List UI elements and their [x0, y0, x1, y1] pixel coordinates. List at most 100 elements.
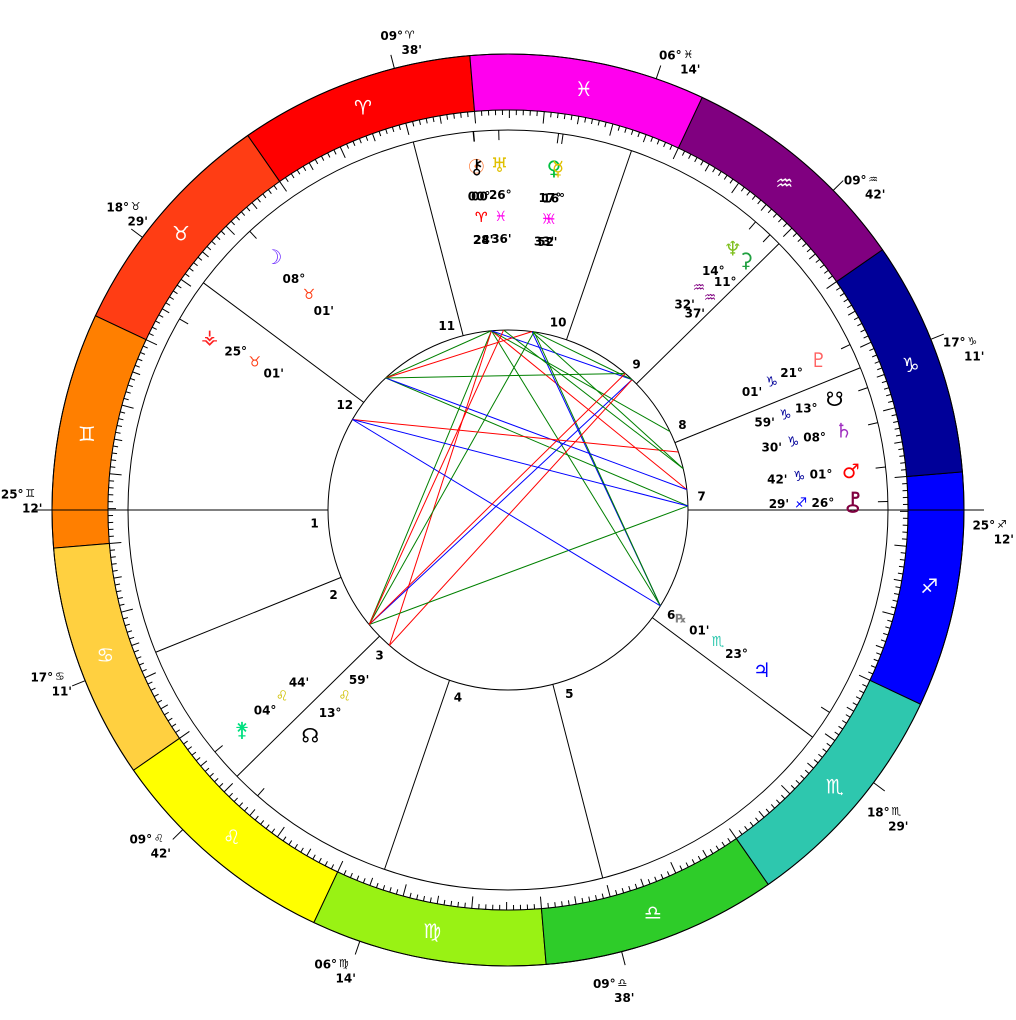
degree-tick [160, 704, 169, 710]
planet-minute-label: 32' [674, 297, 694, 311]
degree-tick [197, 256, 203, 261]
degree-tick [125, 391, 131, 394]
degree-tick [129, 636, 135, 640]
planet-degree-label: 21° [780, 366, 803, 380]
degree-tick [202, 251, 209, 258]
degree-tick [887, 619, 893, 623]
planet-minute-label: 01' [264, 367, 284, 381]
house-number-5: 5 [565, 687, 573, 701]
degree-tick [137, 358, 143, 362]
aspect-line [533, 331, 633, 381]
degree-tick [179, 731, 190, 739]
planet-sign-icon: ♓ [495, 209, 508, 225]
degree-tick [126, 630, 133, 633]
degree-tick [609, 123, 614, 136]
degree-tick [824, 733, 836, 741]
sign-glyph-cancer-icon: ♋ [96, 643, 114, 667]
planet-mars-icon: ♂ [842, 459, 860, 483]
degree-tick [702, 849, 708, 858]
house-number-7: 7 [697, 490, 705, 504]
degree-tick [139, 662, 145, 666]
planet-uranus-icon: ♅ [491, 153, 509, 177]
planet-minute-label: 59' [349, 673, 369, 687]
planet-sign-icon: ♈ [475, 210, 488, 226]
house-cusp-line-9 [636, 243, 780, 385]
degree-tick [378, 131, 382, 137]
aspect-line [368, 505, 689, 626]
planet-degree-label: 26° [812, 496, 835, 510]
cusp-minute-label: 11' [964, 349, 984, 363]
degree-tick [395, 889, 399, 895]
degree-tick [352, 141, 356, 147]
degree-tick [894, 427, 900, 430]
degree-tick [389, 887, 392, 893]
house-cusp-outer-tick-2 [71, 680, 86, 687]
planet-minute-label: 33' [534, 234, 554, 248]
degree-tick [273, 185, 278, 190]
degree-tick [148, 332, 154, 337]
degree-tick [863, 335, 869, 339]
house-cusp-outer-tick-9 [832, 180, 844, 191]
planet-sign-icon: ♒ [704, 290, 717, 306]
planet-pholus-icon: ⯛ [846, 490, 860, 514]
degree-tick [893, 420, 899, 423]
planet-position-tick [179, 318, 189, 325]
degree-tick [145, 339, 158, 346]
aspect-line [491, 330, 688, 491]
degree-tick [114, 583, 121, 586]
sign-glyph-pisces-icon: ♓ [575, 77, 593, 101]
degree-tick [262, 193, 267, 199]
planet-sign-icon: ♏ [712, 634, 725, 650]
degree-tick [581, 897, 584, 904]
degree-tick [416, 894, 419, 900]
degree-tick [113, 576, 122, 579]
degree-tick [795, 780, 800, 785]
planet-sign-icon: ♑ [779, 408, 792, 424]
house-cusp-line-11 [412, 141, 464, 336]
planet-degree-label: 08° [803, 431, 826, 445]
degree-tick [877, 367, 883, 371]
cusp-minute-label: 29' [128, 214, 148, 228]
degree-tick [621, 887, 625, 894]
degree-tick [628, 885, 631, 892]
aspect-line [368, 373, 626, 625]
planet-sign-icon: ♓ [541, 212, 554, 228]
degree-tick [260, 820, 265, 825]
degree-tick [656, 139, 660, 145]
degree-tick [727, 837, 731, 843]
cusp-sign-icon: ♎ [617, 977, 627, 990]
degree-tick [372, 133, 376, 142]
degree-tick [121, 404, 134, 409]
degree-tick [782, 227, 793, 237]
degree-tick [660, 873, 664, 879]
planet-nnode-icon: ☊ [301, 724, 319, 748]
planet-saturn-icon: ♄ [835, 419, 853, 443]
planet-minute-label: 44' [289, 676, 309, 690]
degree-tick [818, 753, 823, 758]
degree-tick [132, 371, 141, 376]
degree-tick [130, 377, 136, 381]
degree-tick [150, 687, 156, 691]
degree-tick [321, 155, 325, 161]
cusp-degree-label: 18° [867, 806, 890, 820]
degree-tick [868, 671, 874, 675]
degree-tick [567, 900, 570, 906]
degree-tick [238, 802, 244, 807]
degree-tick [871, 354, 877, 358]
degree-tick [167, 717, 173, 722]
degree-tick [630, 129, 634, 135]
degree-tick [542, 111, 545, 124]
degree-tick [855, 696, 861, 700]
cusp-minute-label: 11' [52, 685, 72, 699]
degree-tick [859, 690, 864, 694]
degree-tick [171, 723, 177, 728]
degree-tick [241, 211, 246, 216]
degree-tick [375, 882, 379, 888]
degree-tick [688, 154, 692, 159]
degree-tick [346, 143, 350, 149]
degree-tick [882, 611, 895, 616]
house-cusp-line-12 [203, 282, 365, 403]
cusp-sign-icon: ♑ [967, 335, 977, 348]
degree-tick [894, 441, 903, 444]
degree-tick [422, 895, 426, 902]
